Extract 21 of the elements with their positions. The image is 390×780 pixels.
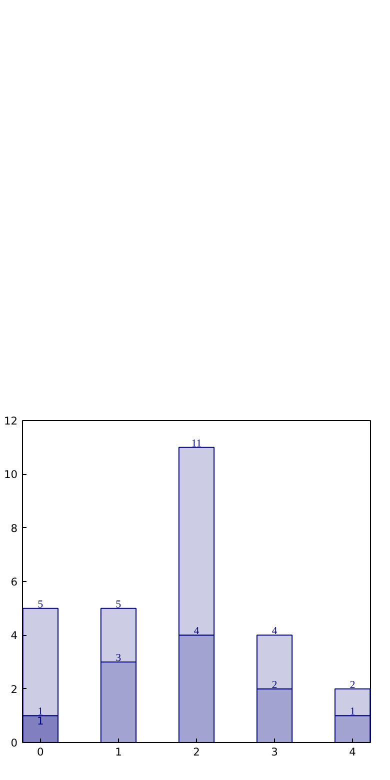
y-tick-label: 12 — [4, 414, 18, 428]
x-tick-label: 4 — [349, 746, 356, 758]
total-label: 11 — [191, 438, 202, 450]
data-label: 3 — [116, 653, 122, 664]
total-label: 5 — [116, 599, 122, 610]
y-tick-label: 4 — [10, 629, 18, 642]
data-label: 4 — [194, 626, 200, 638]
data-label: 2 — [272, 680, 278, 691]
x-tick-label: 3 — [271, 746, 278, 758]
total-label: 4 — [272, 626, 278, 638]
y-tick-label: 8 — [10, 522, 18, 535]
data-label: 1 — [350, 706, 356, 718]
y-tick-label: 6 — [10, 576, 18, 588]
y-tick-label: 0 — [10, 736, 18, 750]
x-tick-label: 2 — [193, 746, 200, 758]
y-tick-label: 10 — [4, 468, 18, 482]
total-label: 5 — [38, 599, 44, 610]
total-label: 2 — [350, 680, 356, 691]
y-tick-label: 2 — [10, 682, 18, 696]
x-tick-label: 1 — [115, 746, 122, 758]
x-tick-label: 0 — [37, 746, 44, 758]
